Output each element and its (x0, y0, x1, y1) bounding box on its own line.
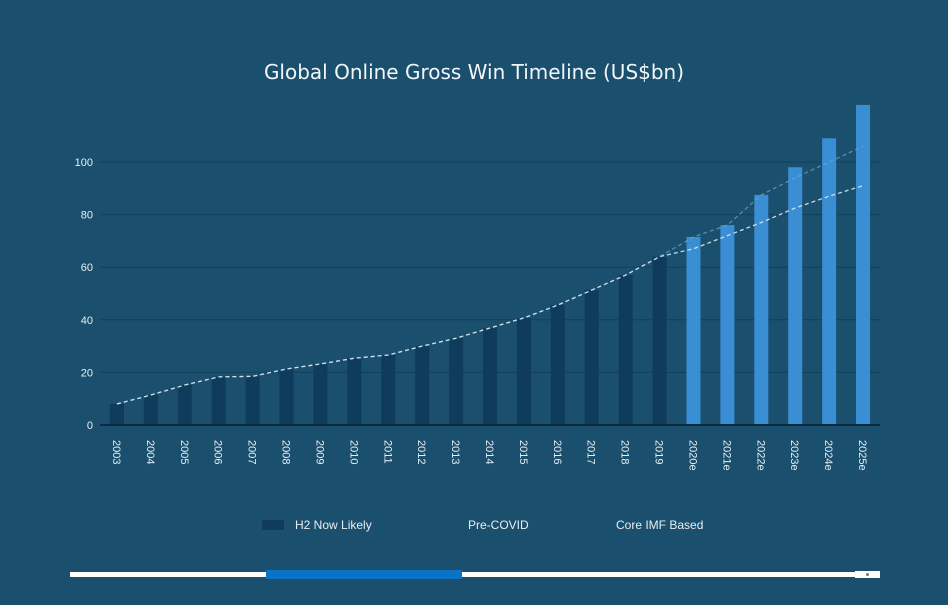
handle-grip-icon (866, 573, 869, 576)
x-tick-label: 2014 (483, 440, 495, 464)
legend-pre-covid[interactable]: Pre-COVID (468, 518, 529, 532)
y-tick-label: 60 (81, 262, 93, 274)
bar (177, 385, 192, 425)
range-slider-thumb[interactable] (266, 570, 462, 579)
x-tick-label: 2010 (347, 440, 359, 464)
range-slider-handle[interactable] (855, 571, 880, 578)
legend-core-imf-based[interactable]: Core IMF Based (616, 518, 704, 532)
x-tick-label: 2013 (449, 440, 461, 464)
bar (143, 395, 158, 425)
x-tick-label: 2021e (720, 440, 732, 471)
y-tick-label: 20 (81, 367, 93, 379)
bar (788, 167, 803, 425)
bar (279, 368, 294, 425)
line-pre-covid (116, 185, 864, 405)
x-tick-label: 2020e (686, 440, 698, 471)
bar (347, 358, 362, 425)
x-tick-label: 2018 (619, 440, 631, 464)
bar (211, 376, 226, 425)
x-tick-label: 2005 (178, 440, 190, 464)
x-tick-label: 2009 (313, 440, 325, 464)
bar (381, 355, 396, 425)
x-tick-label: 2006 (212, 440, 224, 464)
bar (313, 363, 328, 425)
x-tick-label: 2003 (110, 440, 122, 464)
bar (109, 403, 124, 425)
range-slider-track[interactable] (70, 572, 880, 577)
bar (449, 338, 464, 425)
bar (856, 104, 871, 425)
bar (652, 256, 667, 425)
y-tick-label: 100 (75, 157, 93, 169)
bar (483, 327, 497, 425)
x-tick-label: 2016 (551, 440, 563, 464)
bar (550, 305, 565, 425)
x-tick-label: 2019 (653, 440, 665, 464)
bar (754, 194, 769, 425)
x-tick-label: 2023e (788, 440, 800, 471)
y-tick-label: 80 (81, 210, 93, 222)
bar (415, 346, 430, 425)
legend-h2-now-likely[interactable]: H2 Now Likely (295, 518, 372, 532)
x-tick-label: 2025e (856, 440, 868, 471)
y-tick-label: 0 (87, 420, 93, 432)
x-tick-label: 2022e (754, 440, 766, 471)
bar (686, 236, 701, 425)
x-tick-label: 2004 (144, 440, 156, 464)
x-tick-label: 2011 (381, 440, 393, 464)
bar (584, 290, 599, 425)
bar (720, 225, 735, 425)
chart-title: Global Online Gross Win Timeline (US$bn) (263, 60, 685, 84)
y-tick-label: 40 (81, 315, 93, 327)
legend-swatch-h2-now-likely (262, 520, 284, 530)
x-tick-label: 2007 (246, 440, 258, 464)
x-tick-label: 2024e (822, 440, 834, 471)
bar (516, 317, 531, 425)
x-tick-label: 2008 (280, 440, 292, 464)
x-tick-label: 2012 (415, 440, 427, 464)
x-tick-label: 2015 (517, 440, 529, 464)
bar (822, 138, 837, 425)
bar (245, 376, 260, 425)
bar (618, 275, 633, 425)
x-tick-label: 2017 (585, 440, 597, 464)
